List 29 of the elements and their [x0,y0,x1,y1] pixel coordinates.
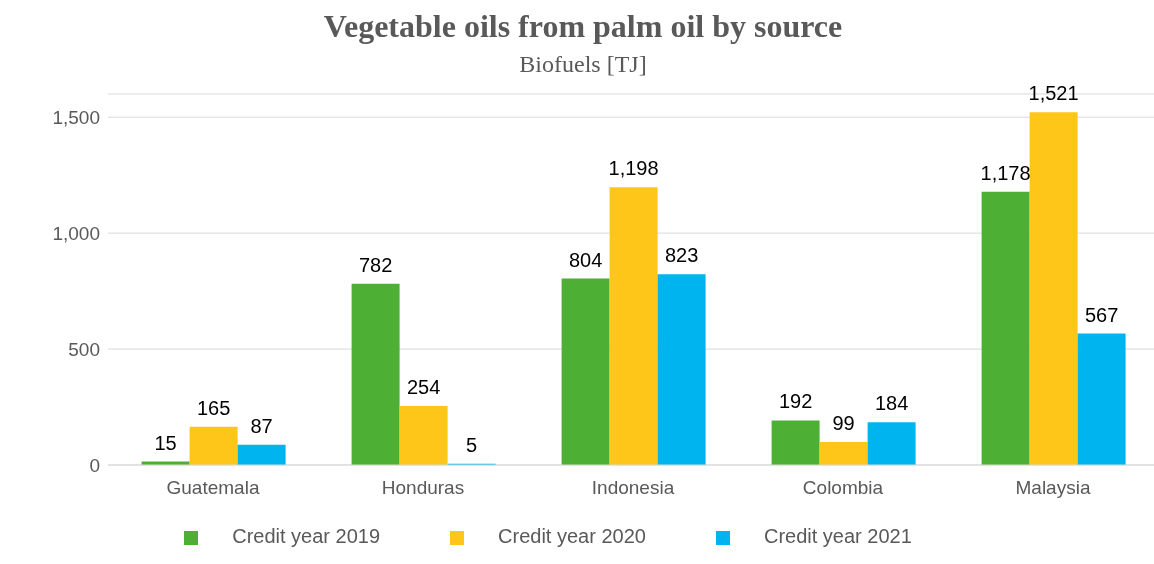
x-tick-label: Malaysia [1015,477,1091,499]
y-tick-label: 1,500 [52,106,100,128]
y-tick-label: 500 [68,338,100,360]
y-tick-label: 0 [89,454,100,476]
x-tick-label: Indonesia [591,477,675,499]
chart-subtitle: Biofuels [TJ] [518,51,648,78]
chart-title: Vegetable oils from palm oil by source [322,8,844,45]
data-label: 567 [1084,303,1119,326]
data-label: 184 [874,392,909,415]
data-label: 823 [664,244,699,267]
data-label: 782 [358,253,393,276]
y-tick-label: 1,000 [52,222,100,244]
data-label: 192 [778,390,813,413]
legend-label: Credit year 2019 [232,525,381,547]
data-label: 1,521 [1028,82,1079,105]
data-label: 5 [466,433,478,456]
data-label: 254 [406,376,441,399]
data-label: 165 [196,396,231,419]
data-label: 87 [250,414,273,437]
data-label: 15 [154,431,177,454]
data-label: 1,198 [608,157,659,180]
x-tick-label: Honduras [381,477,465,499]
data-label: 99 [832,412,855,435]
x-tick-label: Colombia [802,477,884,499]
legend-label: Credit year 2021 [763,525,912,547]
data-label: 804 [568,248,603,271]
x-tick-label: Guatemala [166,477,260,499]
legend-label: Credit year 2020 [498,525,646,547]
data-label: 1,178 [980,161,1031,184]
